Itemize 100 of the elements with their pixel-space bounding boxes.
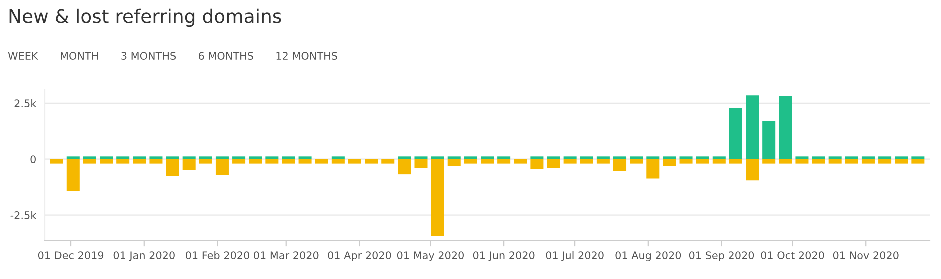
bar (150, 156, 163, 160)
bar (696, 156, 710, 160)
x-tick-label: 01 Dec 2019 (38, 252, 104, 260)
bar (332, 156, 345, 160)
bar (663, 156, 676, 160)
bar (480, 156, 494, 160)
x-tick-label: 01 Feb 2020 (186, 251, 250, 260)
bar (530, 156, 544, 160)
bar (133, 159, 146, 164)
bar (216, 159, 229, 176)
bar (116, 156, 130, 160)
bar (166, 159, 180, 176)
bar (50, 159, 64, 164)
chart-title: New & lost referring domains (10, 8, 282, 28)
bar (646, 156, 660, 160)
text: 12 MONTHS (276, 52, 338, 60)
bar (729, 108, 742, 160)
bar (862, 159, 875, 164)
bar (547, 156, 560, 160)
bar (580, 159, 594, 164)
bar (845, 156, 858, 160)
x-tick-label: 01 Oct 2020 (761, 252, 824, 260)
bar (762, 121, 776, 160)
bar (249, 159, 262, 164)
bar (199, 159, 212, 164)
bar (580, 156, 594, 160)
bar (150, 159, 163, 164)
bar (66, 156, 80, 160)
x-tick-label: 01 Nov 2020 (833, 252, 899, 260)
bar (762, 159, 776, 164)
bar (596, 159, 610, 164)
bar (414, 156, 428, 160)
bar (630, 156, 644, 160)
bar (83, 156, 96, 160)
bar (845, 159, 858, 164)
bar (431, 156, 444, 160)
bar (464, 156, 478, 160)
bar (828, 159, 842, 164)
text: 3 MONTHS (122, 52, 176, 60)
bar (348, 159, 362, 164)
x-tick-label: 01 Apr 2020 (328, 252, 392, 262)
text: MONTH (61, 52, 98, 60)
bar (66, 159, 80, 192)
bar (298, 159, 312, 164)
bar (133, 156, 146, 160)
bar (480, 159, 494, 164)
bar (746, 96, 760, 160)
bar (414, 159, 428, 168)
bar (232, 156, 246, 160)
bar (646, 159, 660, 179)
bar (614, 156, 627, 160)
bar (498, 159, 511, 164)
bar (182, 159, 196, 170)
x-tick-label: 01 Mar 2020 (254, 252, 319, 260)
y-tick-label: 2.5k (14, 99, 37, 108)
x-tick-label: 01 Jan 2020 (114, 252, 175, 262)
bar (498, 156, 511, 160)
bar (828, 156, 842, 160)
x-tick-label: 01 Aug 2020 (616, 252, 682, 262)
bar (282, 156, 296, 160)
bar (116, 159, 130, 164)
bar (332, 159, 345, 164)
bar (266, 156, 279, 160)
y-tick-label: -2.5k (10, 211, 37, 220)
bar (514, 159, 528, 164)
bar (564, 156, 577, 160)
bar (779, 96, 792, 160)
bar (663, 159, 676, 166)
bar (812, 156, 826, 160)
bar (431, 159, 444, 236)
bar (266, 159, 279, 164)
bar (712, 159, 726, 164)
bar (365, 159, 378, 164)
bar (232, 159, 246, 164)
x-tick-label: 01 Jun 2020 (473, 252, 535, 262)
bar (182, 156, 196, 160)
bar (912, 159, 925, 164)
bar (614, 159, 627, 172)
y-tick-label: 0 (30, 156, 36, 164)
bar (912, 156, 925, 160)
bar (812, 159, 826, 164)
bar (464, 159, 478, 164)
text: WEEK (8, 52, 39, 60)
bar (895, 159, 908, 164)
x-tick-label: 01 Sep 2020 (689, 252, 754, 262)
bar (729, 159, 742, 164)
bar (779, 159, 792, 164)
bar (298, 156, 312, 160)
bar (796, 156, 809, 160)
bar (448, 156, 461, 160)
bar (199, 156, 212, 160)
bar (862, 156, 875, 160)
bar (249, 156, 262, 160)
bar (83, 159, 96, 164)
bar (895, 156, 908, 160)
x-tick-label: 01 May 2020 (397, 252, 464, 262)
bar (878, 159, 892, 164)
bar (878, 156, 892, 160)
bar (746, 159, 760, 181)
bar (315, 159, 328, 164)
